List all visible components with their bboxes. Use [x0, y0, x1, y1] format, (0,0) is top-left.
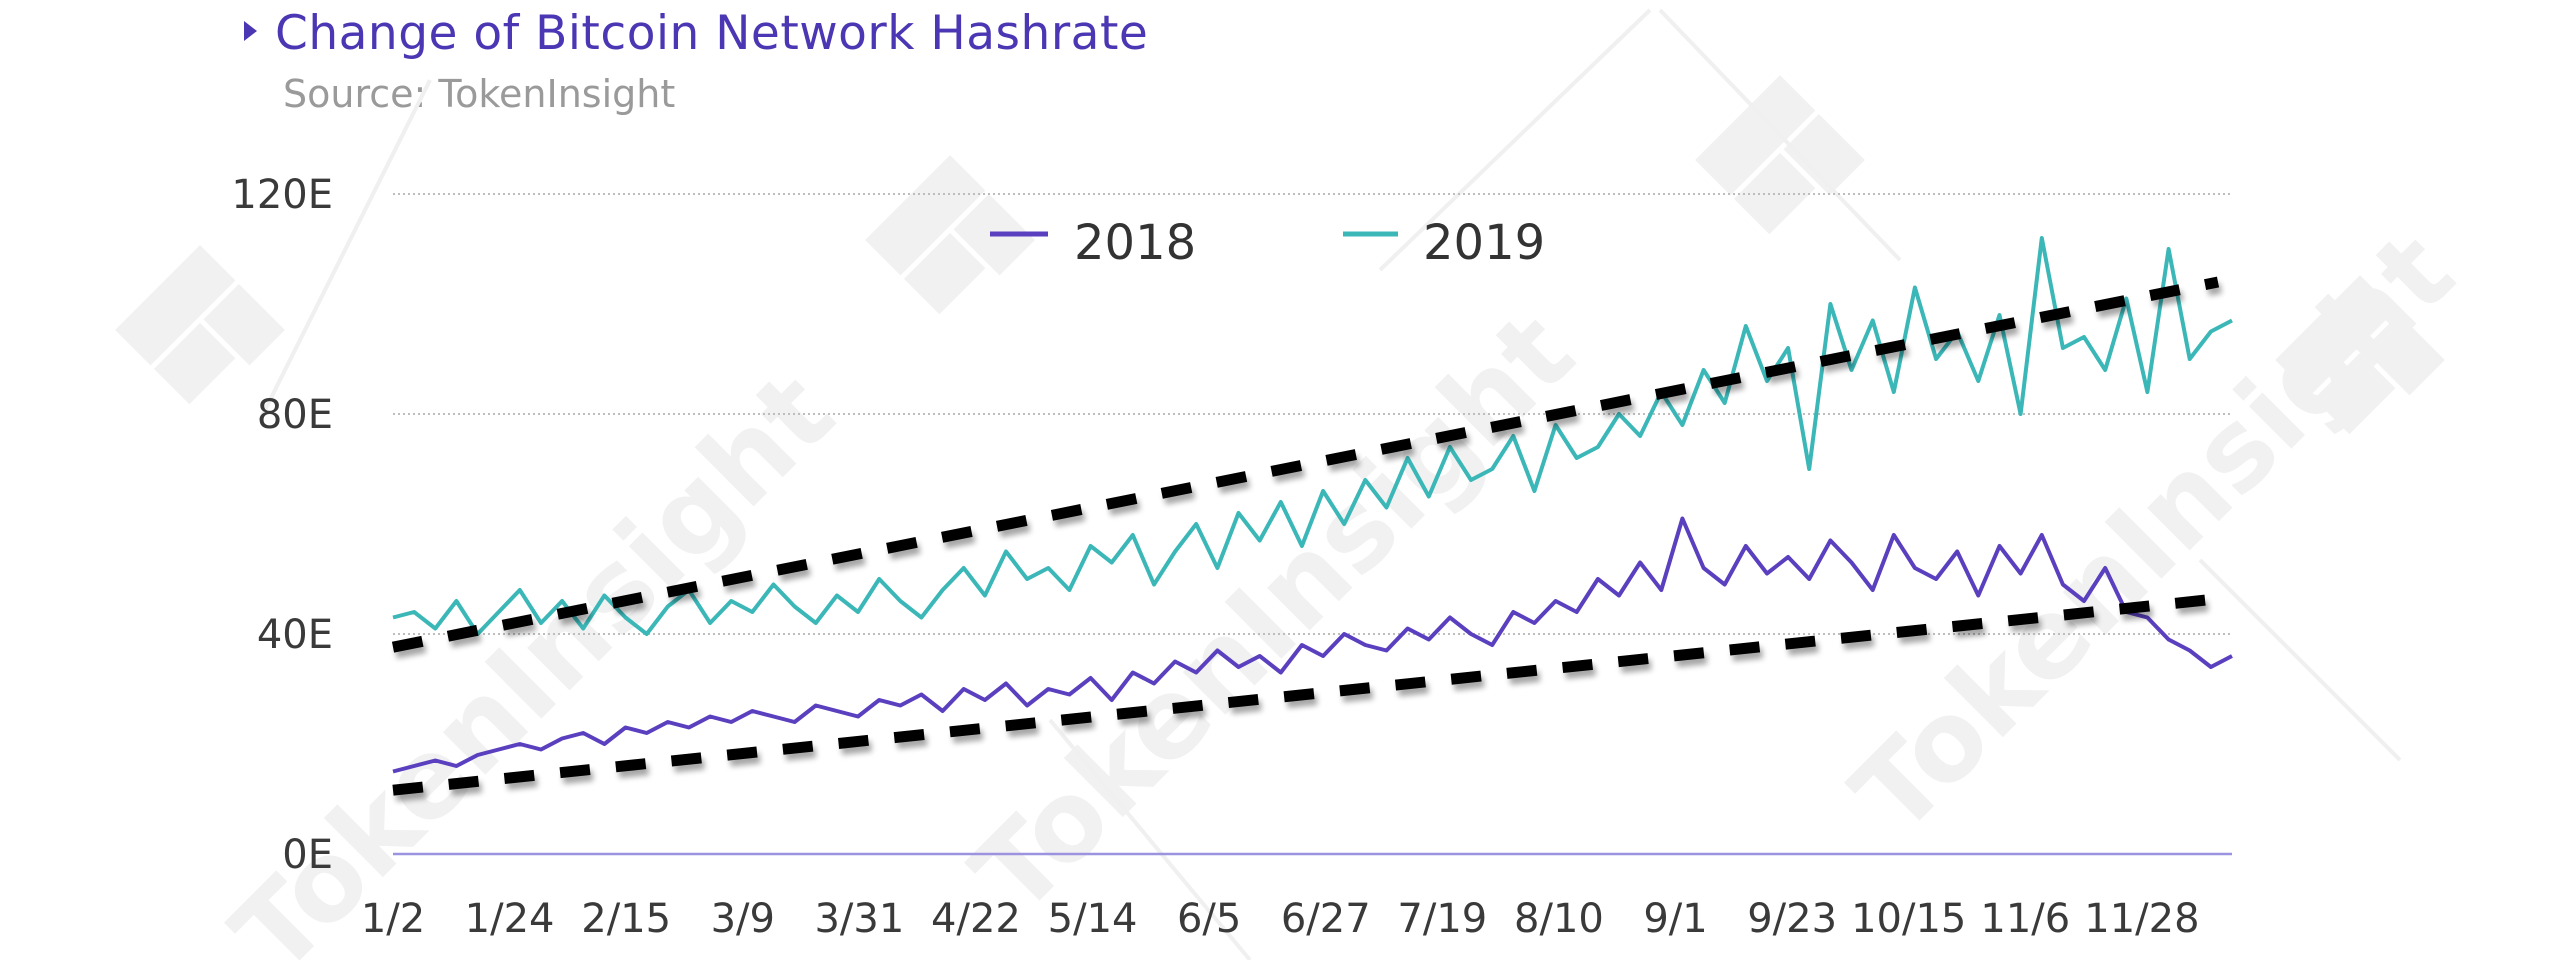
x-tick-label: 9/1: [1643, 896, 1707, 942]
x-tick-label: 11/28: [2084, 896, 2199, 942]
y-tick-label: 120E: [231, 172, 333, 218]
series-line-2019: [392, 236, 2233, 636]
x-axis: 1/2 1/24 2/15 3/9 3/31 4/22 5/14 6/5 6/27 7/19 8/1…: [361, 896, 2200, 942]
x-tick-label: 6/27: [1281, 896, 1371, 942]
y-axis: 0E 40E 80E 120E: [231, 172, 333, 878]
trendline-2018: [392, 593, 2219, 796]
y-tick-label: 40E: [257, 612, 333, 658]
x-tick-label: 3/9: [711, 896, 775, 942]
watermark-logo-icon: [115, 245, 285, 405]
legend-label-2018: 2018: [1074, 215, 1196, 271]
watermark-logo-icon: [1695, 75, 1865, 235]
x-tick-label: 5/14: [1048, 896, 1138, 942]
caret-right-icon: [244, 20, 257, 41]
watermark-text: TokenInsight: [948, 288, 1598, 938]
gridlines: [393, 193, 2232, 856]
watermark-layer: TokenInsight TokenInsight TokenInsight: [115, 8, 2478, 960]
chart-source: Source: TokenInsight: [283, 72, 676, 116]
legend-label-2019: 2019: [1423, 215, 1545, 271]
watermark-text: TokenInsight: [1828, 208, 2478, 858]
x-tick-label: 6/5: [1177, 896, 1241, 942]
y-tick-label: 80E: [257, 392, 333, 438]
legend: 2018 2019: [990, 215, 1545, 271]
series-line-2018: [392, 516, 2233, 774]
x-tick-label: 7/19: [1397, 896, 1487, 942]
series-layer: [392, 236, 2233, 774]
y-tick-label: 0E: [282, 832, 333, 878]
x-tick-label: 2/15: [581, 896, 671, 942]
x-tick-label: 3/31: [814, 896, 904, 942]
x-tick-label: 9/23: [1747, 896, 1837, 942]
watermark-logo-icon: [865, 155, 1035, 315]
chart-title: Change of Bitcoin Network Hashrate: [275, 6, 1149, 61]
x-tick-label: 10/15: [1851, 896, 1966, 942]
x-tick-label: 8/10: [1514, 896, 1604, 942]
chart-title-row: Change of Bitcoin Network Hashrate: [244, 6, 1148, 61]
watermark-logo-icon: [2275, 275, 2445, 435]
x-tick-label: 1/2: [361, 896, 425, 942]
x-tick-label: 1/24: [465, 896, 555, 942]
trendlines: [391, 276, 2220, 796]
x-tick-label: 4/22: [931, 896, 1021, 942]
x-tick-label: 11/6: [1980, 896, 2070, 942]
